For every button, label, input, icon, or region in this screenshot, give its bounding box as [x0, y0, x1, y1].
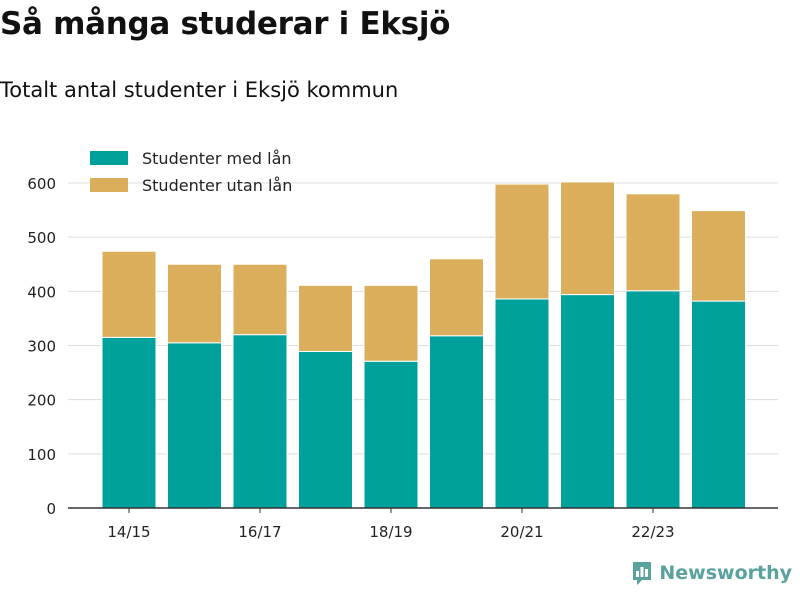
bar-studenter-utan-lan	[691, 210, 746, 302]
newsworthy-logo-icon	[631, 560, 653, 586]
legend-label: Studenter med lån	[142, 149, 292, 168]
bar-studenter-med-lan	[363, 360, 419, 509]
bar-studenter-med-lan	[232, 334, 288, 509]
chart-subtitle: Totalt antal studenter i Eksjö kommun	[0, 78, 399, 102]
legend-label: Studenter utan lån	[142, 176, 292, 195]
x-tick-label: 14/15	[107, 523, 150, 541]
bar-studenter-med-lan	[167, 342, 222, 509]
legend-swatch	[90, 151, 128, 165]
legend-swatch	[90, 178, 128, 192]
bar-studenter-med-lan	[429, 335, 484, 509]
y-tick-label: 400	[27, 283, 56, 301]
bar-studenter-med-lan	[298, 350, 353, 509]
bar-studenter-med-lan	[560, 294, 615, 509]
bar-studenter-med-lan	[691, 300, 746, 509]
x-tick-label: 22/23	[631, 523, 674, 541]
x-tick-label: 16/17	[238, 523, 281, 541]
bar-studenter-utan-lan	[232, 263, 288, 336]
bar-studenter-utan-lan	[494, 183, 550, 300]
bar-studenter-utan-lan	[298, 284, 353, 352]
bar-studenter-utan-lan	[101, 250, 157, 338]
bar-studenter-utan-lan	[560, 181, 615, 296]
y-tick-label: 500	[27, 229, 56, 247]
x-tick-label: 18/19	[369, 523, 412, 541]
bar-studenter-utan-lan	[625, 193, 681, 292]
y-tick-label: 200	[27, 392, 56, 410]
y-tick-label: 0	[46, 500, 56, 518]
y-tick-label: 300	[27, 338, 56, 356]
brand-logo: Newsworthy	[631, 558, 792, 588]
y-tick-label: 100	[27, 446, 56, 464]
bar-studenter-med-lan	[101, 336, 157, 509]
bar-studenter-utan-lan	[429, 258, 484, 337]
bar-studenter-med-lan	[625, 290, 681, 509]
chart-title: Så många studerar i Eksjö	[0, 6, 451, 42]
x-tick-label: 20/21	[500, 523, 543, 541]
bar-studenter-utan-lan	[363, 284, 419, 362]
brand-name: Newsworthy	[659, 562, 792, 584]
bar-studenter-utan-lan	[167, 263, 222, 344]
y-tick-label: 600	[27, 175, 56, 193]
bar-studenter-med-lan	[494, 298, 550, 509]
